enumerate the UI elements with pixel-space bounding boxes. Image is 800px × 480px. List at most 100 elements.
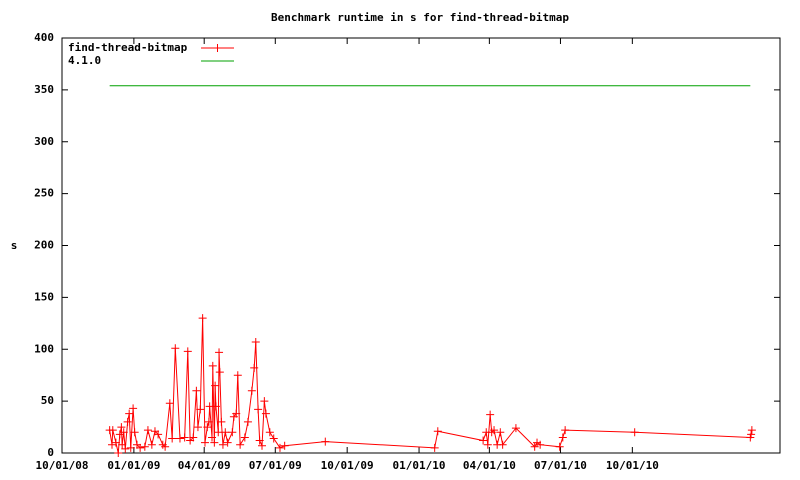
- data-point: [140, 442, 149, 451]
- data-point: [233, 371, 242, 380]
- data-point: [130, 428, 139, 437]
- data-point: [196, 405, 205, 414]
- data-point: [143, 426, 152, 435]
- data-point: [430, 443, 439, 452]
- data-point: [255, 436, 264, 445]
- data-point: [240, 433, 249, 442]
- data-point: [183, 347, 192, 356]
- data-point: [208, 361, 217, 370]
- data-point: [250, 363, 259, 372]
- data-point: [111, 438, 120, 447]
- x-tick-label: 07/01/10: [534, 459, 587, 472]
- data-point: [433, 427, 442, 436]
- y-tick-label: 250: [34, 187, 54, 200]
- data-point: [168, 434, 177, 443]
- data-point: [243, 417, 252, 426]
- data-point: [211, 402, 220, 411]
- data-point: [118, 440, 127, 449]
- data-point: [536, 440, 545, 449]
- data-point: [115, 430, 124, 439]
- data-point: [136, 443, 145, 452]
- legend-marker: [213, 44, 222, 52]
- x-tick-label: 10/01/09: [321, 459, 374, 472]
- x-tick-label: 01/01/10: [393, 459, 446, 472]
- data-point: [129, 404, 138, 413]
- data-point: [114, 449, 123, 457]
- y-tick-label: 50: [41, 394, 54, 407]
- data-point: [189, 433, 198, 442]
- data-point: [490, 426, 499, 435]
- data-point: [496, 428, 505, 437]
- data-point: [200, 438, 209, 447]
- data-point: [108, 440, 117, 449]
- data-point: [215, 368, 224, 377]
- data-point: [193, 423, 202, 432]
- data-point: [192, 386, 201, 395]
- data-point: [561, 426, 570, 435]
- data-point: [498, 440, 507, 449]
- data-point: [218, 440, 227, 449]
- data-point: [161, 442, 170, 451]
- data-point: [180, 433, 189, 442]
- x-tick-label: 07/01/09: [249, 459, 302, 472]
- data-point: [175, 434, 184, 443]
- data-point: [211, 381, 220, 390]
- data-point: [232, 409, 241, 418]
- data-point: [275, 443, 284, 452]
- chart-title: Benchmark runtime in s for find-thread-b…: [271, 11, 569, 24]
- data-point: [479, 436, 488, 445]
- data-point: [126, 443, 135, 452]
- data-point: [121, 444, 130, 453]
- data-point: [511, 424, 520, 433]
- data-point: [223, 438, 232, 447]
- y-tick-label: 300: [34, 135, 54, 148]
- x-tick-label: 04/01/10: [463, 459, 516, 472]
- data-point: [119, 428, 128, 437]
- data-point: [117, 423, 126, 432]
- data-point: [261, 409, 270, 418]
- data-point: [147, 440, 156, 449]
- data-point: [215, 348, 224, 357]
- x-tick-label: 10/01/08: [36, 459, 89, 472]
- data-point: [747, 430, 756, 439]
- plot-frame: [61, 37, 781, 454]
- data-point: [217, 417, 226, 426]
- data-point: [247, 386, 256, 395]
- y-tick-label: 0: [47, 446, 54, 459]
- legend-label: find-thread-bitmap: [68, 41, 188, 54]
- data-point: [269, 434, 278, 443]
- data-point: [321, 437, 330, 446]
- data-point: [486, 410, 495, 419]
- x-tick-label: 10/01/10: [606, 459, 659, 472]
- data-point: [483, 440, 492, 449]
- data-point: [251, 337, 260, 346]
- data-point: [214, 428, 223, 437]
- x-tick-label: 04/01/09: [178, 459, 231, 472]
- y-tick-label: 350: [34, 83, 54, 96]
- data-point: [260, 397, 269, 406]
- data-point: [558, 433, 567, 442]
- y-tick-label: 400: [34, 31, 54, 44]
- data-point: [203, 423, 212, 432]
- data-point: [555, 442, 564, 451]
- data-point: [171, 344, 180, 353]
- data-point: [165, 399, 174, 408]
- data-point: [236, 440, 245, 449]
- data-point: [221, 428, 230, 437]
- y-tick-label: 150: [34, 290, 54, 303]
- data-point: [280, 441, 289, 450]
- legend-label: 4.1.0: [68, 54, 101, 67]
- data-point: [204, 417, 213, 426]
- data-point: [125, 409, 134, 418]
- y-tick-label: 100: [34, 342, 54, 355]
- data-point: [258, 441, 267, 450]
- data-point: [254, 405, 263, 414]
- series-line: [109, 318, 753, 454]
- data-point: [630, 428, 639, 437]
- data-point: [210, 438, 219, 447]
- data-point: [108, 426, 117, 435]
- data-point: [265, 428, 274, 437]
- data-point: [208, 433, 217, 442]
- data-point: [228, 428, 237, 437]
